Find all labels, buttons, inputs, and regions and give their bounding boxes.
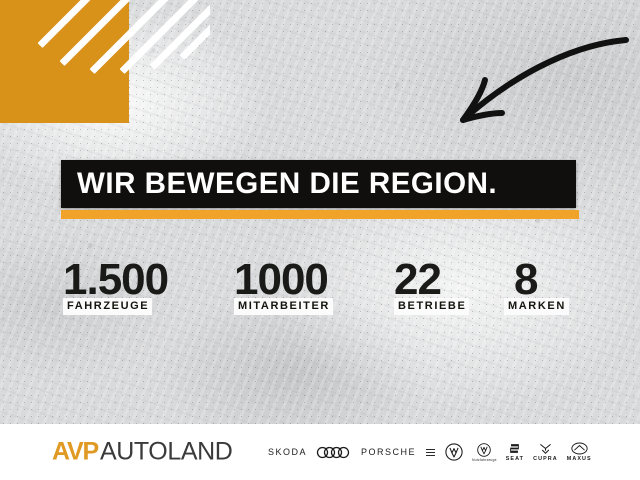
vw-roundel-icon bbox=[477, 442, 492, 457]
headline-box: WIR BEWEGEN DIE REGION. bbox=[61, 160, 576, 208]
brand-volkswagen bbox=[445, 443, 463, 461]
stat-marken: 8 MARKEN bbox=[504, 258, 569, 315]
headline-block: WIR BEWEGEN DIE REGION. bbox=[61, 160, 579, 219]
footer-bar: AVP AUTOLAND SKODA bbox=[0, 424, 640, 480]
brand-cupra: CUPRA bbox=[533, 442, 558, 462]
brand-porsche: PORSCHE bbox=[361, 447, 416, 457]
brand-logos-strip: SKODA PORSCHE bbox=[268, 439, 592, 465]
diagonal-stripes-decoration bbox=[0, 0, 210, 92]
brand-maxus: MAXUS bbox=[567, 442, 592, 462]
audi-rings-icon bbox=[316, 446, 350, 458]
headline-accent-bar bbox=[61, 210, 579, 219]
stat-mitarbeiter: 1000 MITARBEITER bbox=[234, 258, 333, 315]
stripe bbox=[89, 0, 188, 74]
stat-number: 8 bbox=[514, 255, 538, 304]
page-title: WIR BEWEGEN DIE REGION. bbox=[77, 167, 498, 200]
brand-skoda: SKODA bbox=[268, 447, 307, 457]
skoda-wordmark: SKODA bbox=[268, 447, 308, 457]
stat-number: 1000 bbox=[234, 255, 329, 304]
brand-seat: SEAT bbox=[506, 442, 524, 462]
seat-wordmark: SEAT bbox=[505, 456, 525, 462]
stat-number: 22 bbox=[394, 255, 442, 304]
autoland-logo-text: AUTOLAND bbox=[99, 437, 233, 466]
stat-fahrzeuge: 1.500 FAHRZEUGE bbox=[63, 255, 169, 315]
separator-bars-icon bbox=[426, 448, 436, 456]
avp-autoland-logo[interactable]: AVP AUTOLAND bbox=[52, 437, 233, 466]
curved-arrow-icon bbox=[460, 37, 629, 123]
cupra-wordmark: CUPRA bbox=[533, 456, 558, 462]
stripe bbox=[37, 0, 100, 48]
stat-label: MARKEN bbox=[504, 298, 569, 315]
porsche-wordmark: PORSCHE bbox=[361, 447, 417, 457]
vw-nutzfahrzeuge-sublabel: Nutzfahrzeuge bbox=[472, 457, 497, 462]
stat-label: FAHRZEUGE bbox=[63, 298, 153, 315]
brand-audi bbox=[316, 446, 352, 459]
seat-s-icon bbox=[510, 444, 520, 453]
stats-row: 1.500 FAHRZEUGE 1000 MITARBEITER 22 BETR… bbox=[63, 258, 583, 328]
cupra-icon bbox=[540, 444, 551, 454]
brand-vw-nutzfahrzeuge: Nutzfahrzeuge bbox=[472, 442, 497, 462]
stat-label: MITARBEITER bbox=[234, 298, 333, 315]
stat-betriebe: 22 BETRIEBE bbox=[394, 255, 470, 315]
stat-number: 1.500 bbox=[63, 255, 169, 304]
vw-roundel-icon bbox=[445, 443, 463, 461]
avp-logo-text: AVP bbox=[52, 437, 99, 466]
maxus-wordmark: MAXUS bbox=[566, 456, 592, 462]
hero-background: WIR BEWEGEN DIE REGION. 1.500 FAHRZEUGE … bbox=[0, 0, 640, 424]
maxus-icon bbox=[571, 442, 588, 455]
stat-label: BETRIEBE bbox=[394, 298, 470, 315]
